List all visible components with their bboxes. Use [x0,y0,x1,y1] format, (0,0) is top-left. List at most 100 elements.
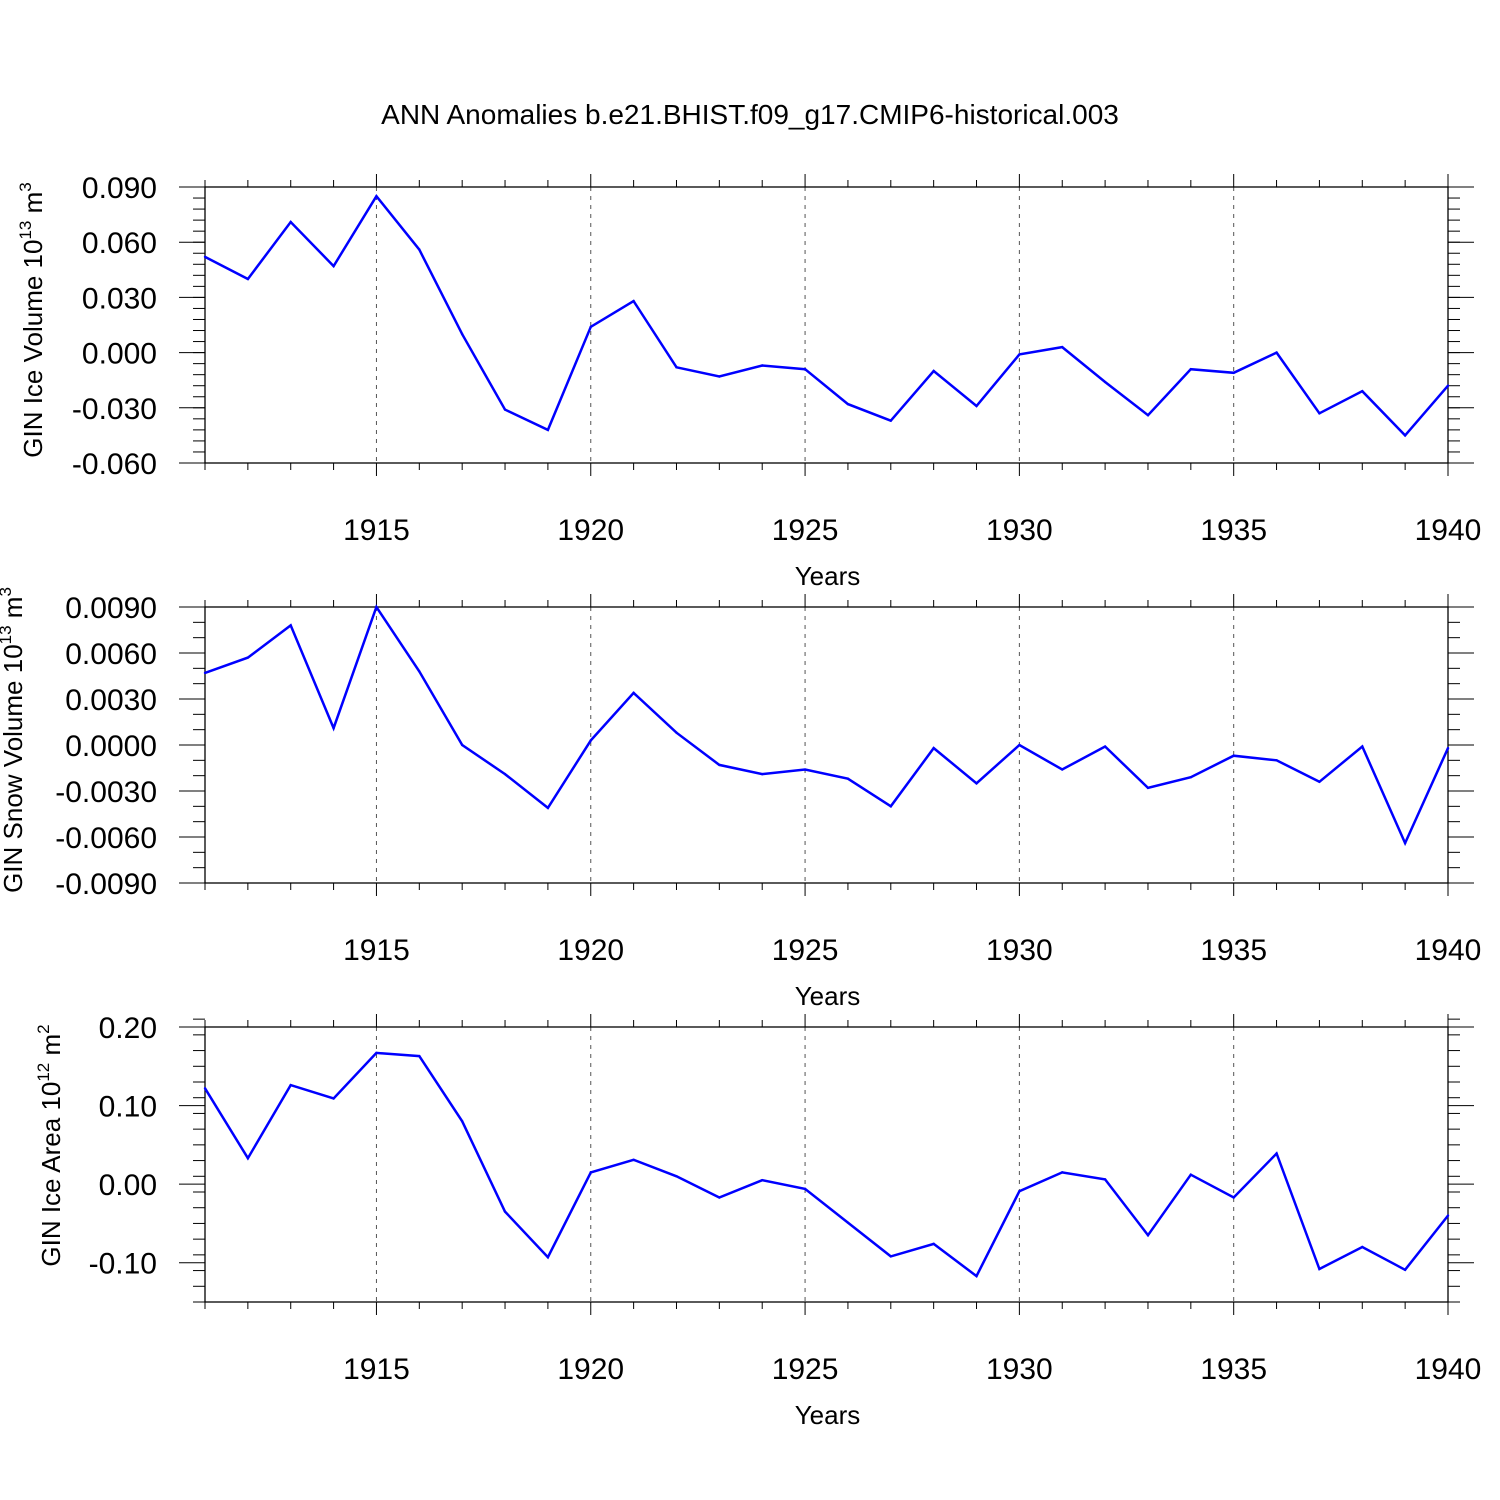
data-point [718,1196,721,1199]
data-point [1403,841,1407,845]
data-point [846,1221,850,1224]
plot-frame [204,606,1449,884]
y-axis-label-unit-exponent: 3 [16,182,35,191]
y-tick-label: 0.0030 [65,684,157,717]
panel-2: -0.0090 -0.0060 -0.0030 0.0000 0.0030 0.0060 0… [0,587,1481,1011]
data-point [289,1083,292,1087]
data-point [975,782,978,785]
data-point [1018,743,1021,747]
data-point [632,299,635,303]
y-tick-label: -0.0060 [55,822,157,855]
y-tick-label: 0.000 [82,338,157,371]
series-line [204,194,1449,438]
data-point [1103,1178,1107,1181]
data-point [1232,371,1235,375]
data-point [546,806,550,810]
x-tick-label: 1940 [1415,514,1482,547]
x-tick-label: 1935 [1200,934,1267,967]
x-tick-label: 1930 [986,514,1053,547]
data-point [1146,786,1150,790]
data-point [246,277,250,281]
data-point [932,1242,935,1246]
y-tick-label: -0.030 [72,393,157,426]
data-point [1318,780,1321,783]
x-tick-label: 1940 [1415,934,1482,967]
plot-frame [204,1026,1449,1303]
y-tick-label: 0.20 [99,1012,157,1045]
x-tick-label: 1925 [772,514,839,547]
data-point [1275,351,1278,354]
data-point [503,1210,507,1213]
chart-panels: -0.060 -0.030 0.000 0.030 0.060 0.090 1915 1920… [0,172,1481,1430]
y-axis-label: GIN Snow Volume 1013 m3 [0,587,28,893]
data-point [889,419,892,422]
data-point [932,746,935,750]
y-tick-label: 0.060 [82,227,157,260]
data-point [1361,745,1364,748]
y-axis-label: GIN Ice Volume 1013 m3 [16,182,48,458]
data-point [246,656,250,659]
data-point [718,375,721,378]
data-point [1103,380,1107,384]
data-point [1361,1245,1364,1249]
y-axis-label-unit-exponent: 2 [34,1024,53,1033]
data-point [846,402,850,406]
data-point [675,1175,678,1178]
panel-3: -0.10 0.00 0.10 0.20 1915 1920 1925 1930 1935 194… [34,1012,1481,1430]
data-point [589,1171,592,1174]
data-point [1446,1214,1450,1217]
data-point [1146,1234,1150,1237]
x-tick-label: 1935 [1200,514,1267,547]
y-tick-label: 0.0000 [65,730,157,763]
x-tick-label: 1930 [986,1353,1053,1386]
y-tick-label: 0.090 [82,172,157,205]
y-tick-label: 0.0060 [65,638,157,671]
data-point [1189,1173,1193,1176]
x-tick-label: 1915 [343,934,410,967]
data-point [546,428,550,432]
y-axis-label-main: GIN Ice Area 10 [36,1082,66,1267]
data-point [1103,745,1107,748]
data-point [1018,353,1021,356]
data-point [889,1255,892,1258]
data-point [675,731,678,734]
chart-title: ANN Anomalies b.e21.BHIST.f09_g17.CMIP6-… [381,99,1119,130]
data-point [1318,412,1321,415]
data-point [1318,1267,1321,1271]
data-point [589,325,592,329]
y-axis-label-exponent: 13 [16,221,35,240]
data-point [975,404,978,408]
data-point [846,777,850,780]
x-tick-label: 1920 [557,514,624,547]
y-tick-label: 0.00 [99,1169,157,1202]
data-point [803,367,807,371]
data-point [460,333,464,336]
data-point [332,726,335,730]
data-point [203,1087,207,1090]
data-point [1446,746,1450,750]
x-tick-label: 1915 [343,514,410,547]
data-point [1232,754,1235,757]
y-axis-label-main: GIN Ice Volume 10 [18,240,48,458]
y-tick-label: -0.10 [89,1248,157,1281]
x-tick-label: 1940 [1415,1353,1482,1386]
data-point [761,1179,764,1182]
data-point [1189,776,1193,779]
data-point [460,743,464,747]
x-axis-label: Years [795,561,861,591]
x-axis-label: Years [795,981,861,1011]
panel-1: -0.060 -0.030 0.000 0.030 0.060 0.090 1915 1920… [16,172,1481,591]
y-tick-label: -0.0090 [55,868,157,901]
data-point [1275,1152,1278,1155]
data-point [460,1120,464,1123]
data-point [289,624,292,627]
x-tick-label: 1920 [557,934,624,967]
data-point [546,1256,550,1259]
data-point [761,364,764,367]
data-point [332,1097,335,1100]
data-point [332,264,335,268]
data-point [761,772,764,776]
data-point [1018,1190,1021,1193]
data-point [632,1158,635,1161]
